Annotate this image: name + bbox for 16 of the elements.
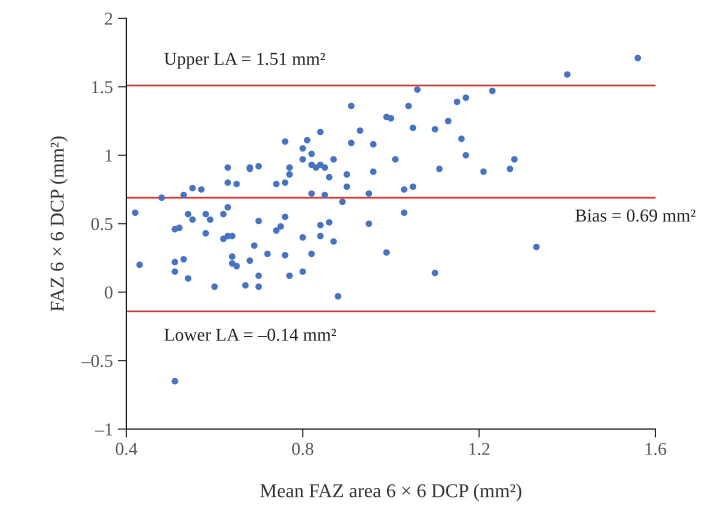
- y-tick-label: 1: [106, 150, 112, 162]
- y-tick-label: 1.5: [92, 81, 112, 94]
- x-axis-title: Mean FAZ area 6 × 6 DCP (mm²): [260, 484, 522, 502]
- x-tick-label: 1.2: [469, 442, 490, 456]
- y-axis-title: FAZ 6 × 6 DCP (mm²): [50, 136, 68, 312]
- x-tick-label: 0.8: [292, 442, 314, 456]
- y-tick-label: –1: [95, 423, 112, 436]
- y-tick-label: –0.5: [81, 354, 112, 368]
- y-tick-label: 2: [104, 12, 112, 25]
- y-tick-label: 0: [104, 286, 112, 299]
- x-tick-label: 1.6: [646, 442, 666, 456]
- y-tick-label: 0.5: [91, 218, 112, 230]
- ref-line-label: Bias = 0.69 mm²: [575, 209, 696, 222]
- ref-line-label: Upper LA = 1.51 mm²: [164, 52, 325, 69]
- ref-line-label: Lower LA = –0.14 mm²: [164, 328, 336, 341]
- x-tick-label: 0.4: [116, 442, 138, 456]
